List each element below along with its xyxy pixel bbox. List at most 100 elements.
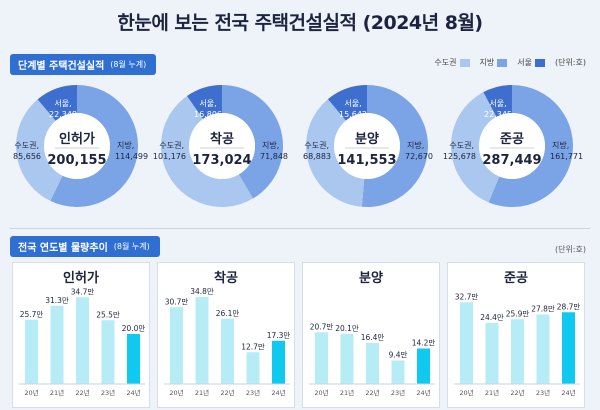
donut-slice-local: [361, 85, 429, 208]
bar-24년: [562, 312, 575, 384]
bar-value-label: 25.7만: [20, 310, 44, 319]
section-pill-trend: 전국 연도별 물량추이 (8월 누계): [10, 236, 160, 257]
bar-chart-sale: 20.7만 20년 20.1만 21년 16.4만 22년 9.4만 23년 14.2만 24년: [309, 322, 435, 397]
bar-value-label: 27.8만: [531, 305, 555, 314]
bar-panel-permit: 인허가 25.7만 20년 31.3만 21년 34.7만 22년 25.5만 23년 20.0…: [12, 262, 150, 408]
donut-hole: [479, 113, 545, 179]
bar-category-label: 23년: [391, 388, 405, 397]
bar-value-label: 24.4만: [480, 313, 504, 322]
bar-panel-title-permit: 인허가: [63, 271, 99, 286]
donut-slice-local: [50, 85, 139, 208]
bar-21년: [50, 305, 64, 384]
bar-20년: [170, 307, 183, 384]
bar-chart-permit: 25.7만 20년 31.3만 21년 34.7만 22년 25.5만 23년 20.0만 24년: [19, 287, 146, 397]
donut-charts: 인허가 200,155 지방, 114,499 수도권, 85,656 서울, 22,348 착…: [13, 85, 583, 208]
legend-label-seoul: 서울: [517, 58, 532, 67]
bar-value-label: 20.1만: [335, 324, 359, 333]
bar-value-label: 26.1만: [216, 309, 240, 318]
bar-chart-start: 30.7만 20년 34.8만 21년 26.1만 22년 12.7만 23년 17.3만 24년: [164, 287, 290, 397]
donut-label-capital-name: 수도권,: [304, 140, 329, 150]
donut-label-capital-value: 85,656: [13, 152, 41, 161]
bar-23년: [536, 314, 550, 384]
bar-21년: [485, 323, 499, 384]
page-title: 한눈에 보는 전국 주택건설실적 (2024년 8월): [117, 12, 483, 34]
bar-value-label: 34.7만: [71, 287, 95, 296]
bar-category-label: 20년: [24, 388, 38, 397]
bar-21년: [195, 297, 209, 384]
section-divider: [10, 228, 590, 229]
bar-category-label: 20년: [314, 388, 328, 397]
donut-total: 287,449: [482, 153, 541, 168]
donut-label-capital-name: 수도권,: [449, 140, 474, 150]
bar-value-label: 9.4만: [389, 351, 408, 360]
bar-23년: [391, 360, 405, 384]
legend-swatch-seoul: [534, 58, 545, 67]
donut-label-local-value: 161,771: [550, 152, 583, 161]
bar-category-label: 22년: [510, 388, 524, 397]
bar-value-label: 28.7만: [557, 302, 581, 311]
donut-slice-seoul: [37, 85, 77, 121]
section-sub-stage: (8월 누계): [110, 60, 147, 69]
legend-item-seoul: 서울: [517, 57, 545, 68]
bar-category-label: 22년: [220, 388, 234, 397]
bar-panel-complete: 준공 32.7만 20년 24.4만 21년 25.9만 22년 27.8만 23년 28.7만…: [447, 262, 585, 408]
donut-label-seoul-value: 15,642: [339, 110, 367, 119]
bar-panel-start: 착공 30.7만 20년 34.8만 21년 26.1만 22년 12.7만 23년 17.3만…: [157, 262, 295, 408]
donut-hole: [189, 113, 255, 179]
donut-label-seoul-value: 22,348: [49, 110, 77, 119]
bar-category-label: 24년: [271, 388, 285, 397]
donut-title: 착공: [210, 131, 234, 147]
bar-20년: [315, 332, 328, 384]
bar-value-label: 12.7만: [241, 342, 265, 351]
bar-panel-title-complete: 준공: [504, 271, 528, 286]
bar-category-label: 24년: [416, 388, 430, 397]
bar-22년: [511, 319, 524, 384]
section-label-trend: 전국 연도별 물량추이: [18, 243, 108, 254]
bar-category-label: 22년: [365, 388, 379, 397]
donut-title: 분양: [355, 132, 379, 147]
legend-item-capital: 수도권: [434, 57, 470, 68]
legend-item-local: 지방: [480, 57, 508, 68]
donut-label-seoul-name: 서울,: [489, 99, 506, 108]
donut-label-local-name: 지방,: [552, 140, 569, 150]
bar-category-label: 20년: [459, 388, 473, 397]
bar-value-label: 32.7만: [455, 292, 479, 301]
bar-24년: [417, 348, 430, 384]
bar-panel-sale: 분양 20.7만 20년 20.1만 21년 16.4만 22년 9.4만 23년 14.2만 2…: [302, 262, 440, 408]
bar-value-label: 25.5만: [96, 310, 120, 319]
bar-category-label: 21년: [340, 388, 354, 397]
bar-value-label: 16.4만: [361, 333, 385, 342]
donut-label-local-value: 114,499: [115, 152, 148, 161]
donut-total: 173,024: [192, 153, 251, 168]
donut-label-capital-name: 수도권,: [14, 140, 39, 150]
bar-24년: [272, 340, 285, 384]
donut-label-capital-name: 수도권,: [159, 140, 184, 150]
section-pill-stage: 단계별 주택건설실적 (8월 누계): [10, 54, 157, 75]
donut-slice-seoul: [327, 85, 367, 121]
donut-label-seoul-name: 서울,: [199, 99, 216, 108]
bar-value-label: 30.7만: [165, 297, 189, 306]
bar-value-label: 20.0만: [122, 324, 146, 333]
donut-label-capital-value: 101,176: [153, 152, 186, 161]
donut-label-capital-value: 125,678: [443, 152, 476, 161]
donut-slice-local: [222, 85, 283, 199]
legend-swatch-local: [497, 58, 508, 67]
donut-label-seoul-name: 서울,: [54, 99, 71, 108]
donut-slice-seoul: [187, 85, 222, 119]
legend-swatch-capital: [459, 58, 470, 67]
bar-21년: [340, 333, 354, 384]
donut-slice-capital: [160, 85, 253, 207]
unit-label-trend: (단위:호): [554, 245, 586, 254]
bar-22년: [221, 318, 234, 384]
section-header-trend: 전국 연도별 물량추이 (8월 누계): [10, 236, 160, 257]
bar-category-label: 24년: [126, 388, 140, 397]
bar-22년: [76, 297, 89, 384]
donut-hole: [334, 113, 400, 179]
donut-label-seoul-name: 서울,: [344, 99, 361, 108]
bar-value-label: 20.7만: [310, 322, 334, 331]
donut-total: 141,553: [337, 153, 396, 168]
section-label-stage: 단계별 주택건설실적: [18, 61, 105, 72]
bar-category-label: 23년: [101, 388, 115, 397]
legend-label-capital: 수도권: [434, 58, 457, 67]
donut-label-local-value: 71,848: [260, 152, 288, 161]
